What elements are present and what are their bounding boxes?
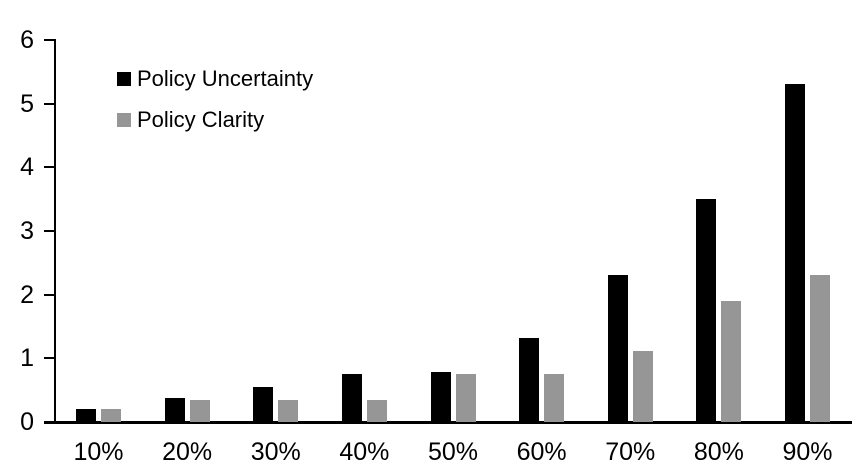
y-tick-label: 3 (20, 216, 34, 245)
bar-policy-uncertainty-20% (164, 398, 185, 422)
y-tick (44, 229, 56, 232)
bar-policy-clarity-30% (278, 400, 299, 422)
y-tick-label: 0 (20, 408, 34, 436)
bar-policy-clarity-20% (189, 400, 210, 422)
bar-policy-uncertainty-60% (519, 338, 540, 422)
x-axis-label: 70% (605, 438, 656, 466)
bar-policy-uncertainty-30% (253, 387, 274, 422)
legend: Policy Uncertainty Policy Clarity (117, 66, 314, 154)
bar-policy-clarity-60% (544, 374, 565, 422)
x-axis-label: 80% (693, 438, 744, 466)
x-axis-label: 10% (73, 438, 124, 466)
legend-label-policy-clarity: Policy Clarity (137, 107, 265, 132)
legend-item-policy-clarity: Policy Clarity (117, 107, 313, 132)
legend-label-policy-uncertainty: Policy Uncertainty (137, 66, 314, 91)
legend-item-policy-uncertainty: Policy Uncertainty (117, 66, 314, 91)
bar-policy-clarity-10% (101, 409, 121, 422)
x-axis-label: 90% (782, 438, 833, 466)
bar-policy-clarity-80% (721, 301, 742, 422)
y-tick (44, 38, 56, 41)
policy-clarity-swatch-icon (117, 113, 131, 127)
bar-policy-clarity-40% (366, 400, 387, 422)
y-tick (44, 102, 56, 105)
bar-policy-clarity-70% (632, 351, 653, 422)
y-tick (44, 357, 56, 360)
bar-policy-clarity-90% (810, 275, 831, 422)
y-tick (44, 166, 56, 169)
x-axis-label: 30% (250, 438, 301, 466)
x-axis-label: 50% (427, 438, 479, 466)
bar-policy-uncertainty-80% (696, 199, 717, 422)
x-axis-label: 20% (162, 438, 213, 466)
bar-policy-clarity-50% (455, 374, 476, 422)
bar-policy-uncertainty-50% (430, 372, 451, 422)
y-tick-label: 4 (20, 153, 34, 182)
y-tick-label: 6 (20, 25, 34, 54)
x-axis-label: 60% (516, 438, 567, 466)
y-tick-label: 5 (20, 89, 34, 118)
bar-policy-uncertainty-40% (341, 374, 362, 422)
bar-policy-uncertainty-70% (607, 275, 628, 422)
bar-policy-uncertainty-90% (785, 84, 806, 422)
y-tick-label: 1 (20, 344, 34, 373)
x-axis-line (44, 421, 852, 424)
x-axis-label: 40% (339, 438, 390, 466)
bar-policy-uncertainty-10% (76, 409, 96, 422)
y-tick (44, 293, 56, 296)
policy-uncertainty-swatch-icon (117, 72, 131, 86)
y-tick (44, 421, 56, 423)
y-tick-label: 2 (20, 280, 34, 309)
